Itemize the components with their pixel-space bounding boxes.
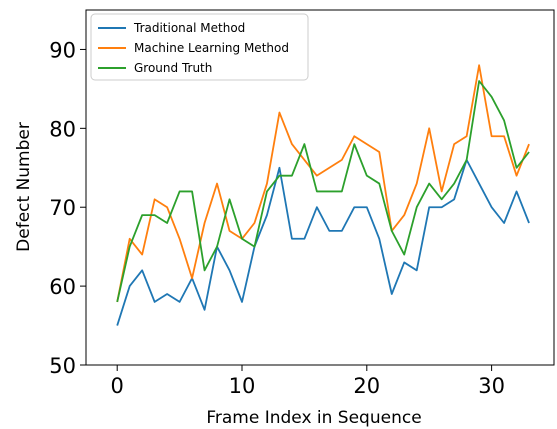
x-tick-label: 0 bbox=[111, 374, 124, 398]
series-layer bbox=[116, 64, 530, 326]
x-axis: 0 10 20 30 bbox=[111, 365, 505, 398]
legend-label-traditional: Traditional Method bbox=[133, 21, 245, 35]
legend-label-machine-learning: Machine Learning Method bbox=[134, 41, 289, 55]
x-tick-label: 30 bbox=[478, 374, 505, 398]
legend-box bbox=[90, 13, 309, 81]
series-line-machine-learning-method bbox=[116, 64, 530, 303]
series-line-traditional-method bbox=[116, 158, 530, 326]
y-tick-label: 70 bbox=[49, 196, 76, 220]
legend-label-ground-truth: Ground Truth bbox=[134, 61, 212, 75]
legend: Traditional Method Machine Learning Meth… bbox=[90, 13, 309, 81]
x-axis-label: Frame Index in Sequence bbox=[206, 408, 421, 428]
y-tick-label: 50 bbox=[49, 354, 76, 378]
y-axis-label: Defect Number bbox=[14, 122, 34, 252]
y-tick-label: 80 bbox=[49, 117, 76, 141]
y-tick-label: 60 bbox=[49, 275, 76, 299]
plot-frame bbox=[85, 9, 555, 366]
series-line-ground-truth bbox=[116, 80, 530, 303]
x-tick-label: 20 bbox=[353, 374, 380, 398]
y-tick-label: 90 bbox=[49, 38, 76, 62]
y-axis: 50 60 70 80 90 bbox=[49, 38, 86, 378]
x-tick-label: 10 bbox=[229, 374, 256, 398]
